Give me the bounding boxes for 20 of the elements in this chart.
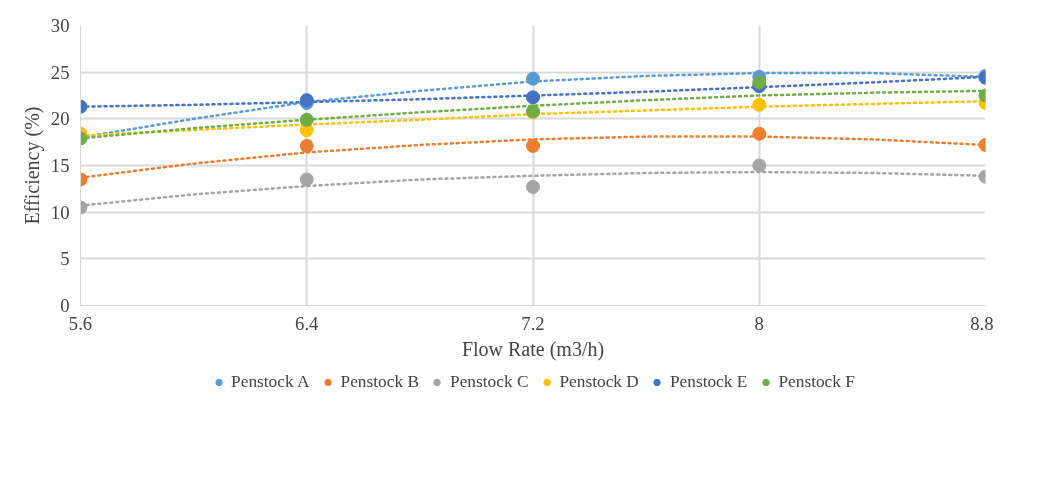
legend-label: Penstock E [669,372,748,392]
legend-label: Penstock B [340,372,419,392]
x-tick-label: 6.4 [295,312,320,334]
y-tick-label: 0 [60,295,70,316]
x-tick-label: 5.6 [68,312,93,334]
legend-label: Penstock C [450,372,529,392]
y-tick-label: 10 [50,201,70,223]
y-tick-label: 20 [50,108,70,130]
legend-label: Penstock A [231,372,310,392]
x-tick-label: 7.2 [521,312,545,334]
x-tick-label: 8 [754,312,764,334]
x-tick-label: 8.8 [970,312,994,334]
y-tick-label: 25 [50,61,70,83]
legend-label: Penstock F [778,372,855,392]
y-tick-label: 5 [60,248,70,270]
y-tick-label: 30 [50,15,70,36]
y-tick-label: 15 [50,155,70,176]
y-axis-title: Efficiency (%) [20,106,44,225]
x-axis-title: Flow Rate (m3/h) [461,337,605,361]
legend-label: Penstock D [559,372,639,392]
